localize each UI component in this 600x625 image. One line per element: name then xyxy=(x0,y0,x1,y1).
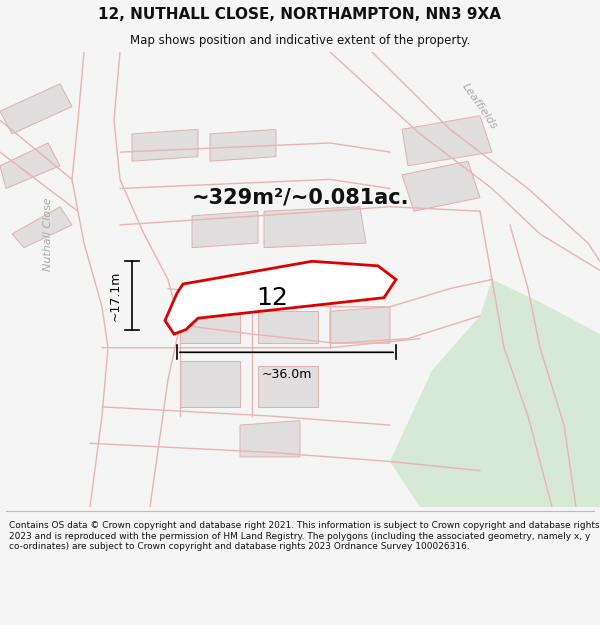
Polygon shape xyxy=(240,421,300,457)
Polygon shape xyxy=(258,366,318,407)
Polygon shape xyxy=(0,84,72,134)
Text: Leaffields: Leaffields xyxy=(460,82,500,131)
Text: ~329m²/~0.081ac.: ~329m²/~0.081ac. xyxy=(191,188,409,208)
Polygon shape xyxy=(165,261,396,334)
Polygon shape xyxy=(12,207,72,248)
Polygon shape xyxy=(0,143,60,189)
Polygon shape xyxy=(330,307,390,343)
Polygon shape xyxy=(180,307,240,343)
Text: Map shows position and indicative extent of the property.: Map shows position and indicative extent… xyxy=(130,34,470,47)
Polygon shape xyxy=(258,311,318,343)
Polygon shape xyxy=(264,207,366,248)
Text: Contains OS data © Crown copyright and database right 2021. This information is : Contains OS data © Crown copyright and d… xyxy=(9,521,599,551)
Polygon shape xyxy=(192,211,258,248)
Polygon shape xyxy=(210,129,276,161)
Polygon shape xyxy=(132,129,198,161)
Polygon shape xyxy=(180,361,240,407)
Text: 12: 12 xyxy=(256,286,288,310)
Text: ~17.1m: ~17.1m xyxy=(108,270,121,321)
Polygon shape xyxy=(402,116,492,166)
Text: 12, NUTHALL CLOSE, NORTHAMPTON, NN3 9XA: 12, NUTHALL CLOSE, NORTHAMPTON, NN3 9XA xyxy=(98,7,502,22)
Polygon shape xyxy=(390,279,600,507)
Text: Nuthall Close: Nuthall Close xyxy=(43,198,53,271)
Polygon shape xyxy=(402,161,480,211)
Text: ~36.0m: ~36.0m xyxy=(262,368,311,381)
